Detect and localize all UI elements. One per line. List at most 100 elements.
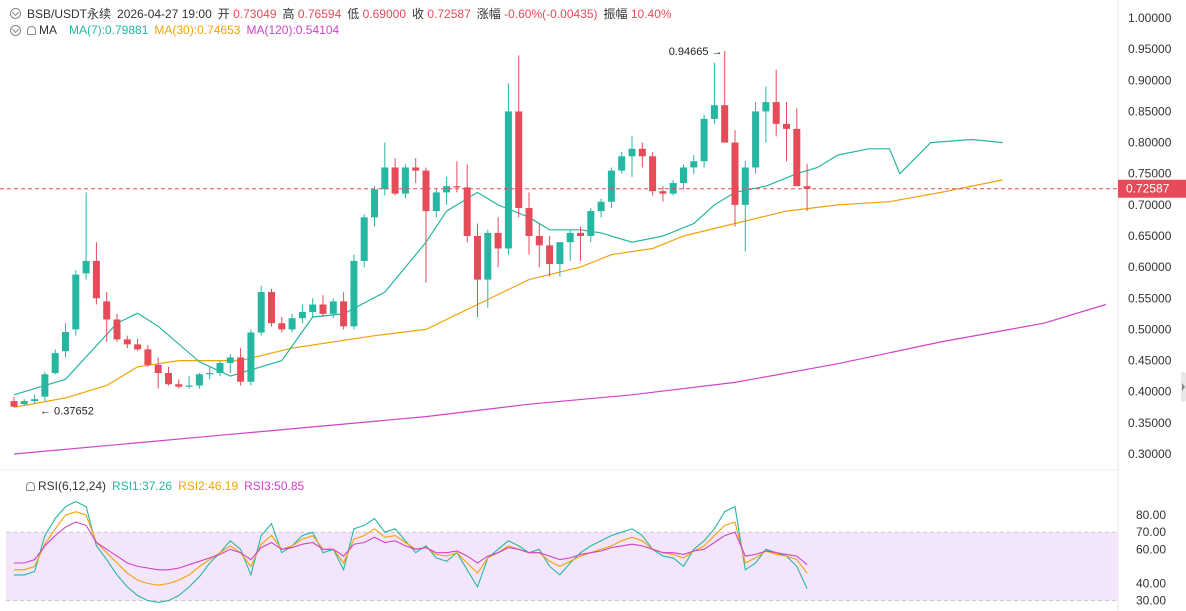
rsi3-legend: RSI3:50.85 [244,479,305,493]
candle-body [226,357,234,364]
candle-body [443,186,451,193]
candle-body [659,191,667,194]
ma120-path [13,303,1106,455]
open-label: 开 [217,7,230,21]
candle-body [793,128,801,187]
candle-body [10,401,18,407]
rsi1-path [14,500,808,603]
candle-body [113,319,121,340]
candle-body [741,167,749,205]
candle-body [257,292,265,333]
rsi2-path [14,511,808,586]
symbol-label[interactable]: BSB/USDT永续 [27,7,112,21]
candle-body [546,245,554,265]
rsi1-legend: RSI1:37.26 [112,479,173,493]
ohlc-header: BSB/USDT永续 2026-04-27 19:00 开 0.73049 高 … [10,5,672,22]
rsi-label[interactable]: RSI(6,12,24) [38,479,107,493]
candle-body [165,373,172,385]
close-label: 收 [412,7,425,21]
candle-body [772,102,780,124]
candle-body [319,304,327,314]
candle-body [195,374,203,386]
candle-body [453,186,461,188]
rsi-legend: RSI(6,12,24) RSI1:37.26 RSI2:46.19 RSI3:… [26,479,304,493]
candle-body [340,301,348,327]
price-tick-label: 0.60000 [1128,260,1172,274]
candles-group [10,51,811,408]
candle-body [649,156,657,192]
candle-body [268,292,275,324]
candle-body [309,304,317,312]
high-label: 高 [282,7,295,21]
candle-body [803,186,811,189]
candle-body [298,311,306,319]
current-price-line: 0.72587 [0,179,1186,198]
candle-body [134,344,142,350]
candle-body [92,260,100,299]
rsi-tick-label: 70.00 [1136,525,1166,539]
price-tick-label: 0.30000 [1128,447,1172,461]
candle-body [474,236,481,280]
candle-body [515,111,523,208]
price-tick-label: 0.35000 [1128,416,1172,430]
candle-body [31,399,39,402]
candle-body [577,232,584,236]
collapse-toggle-icon[interactable] [10,8,21,19]
candle-body [278,323,286,330]
candle-body [597,201,605,212]
candle-body [783,123,790,129]
candle-body [288,318,296,330]
candle-body [618,156,626,171]
candle-body [103,301,111,320]
high-value: 0.76594 [297,7,342,21]
ma-alert-icon[interactable] [27,25,36,35]
candle-body [628,148,636,157]
high-annotation: 0.94665 → [669,46,723,58]
price-tick-label: 0.85000 [1128,104,1172,118]
candle-body [62,331,69,352]
candle-body [484,232,492,280]
candle-body [350,260,358,327]
rsi2-legend: RSI2:46.19 [178,479,239,493]
rsi-band [6,532,1118,601]
annotations: 0.94665 → ← 0.37652 [40,46,723,417]
price-tick-label: 0.45000 [1128,354,1172,368]
amplitude-label: 振幅 [603,7,628,21]
ma-collapse-icon[interactable] [10,24,21,36]
candle-body [381,167,389,190]
rsi-tick-label: 30.00 [1136,594,1166,608]
ma30-legend: MA(30):0.74653 [154,23,241,37]
ma7-line [13,138,1003,396]
candle-body [144,349,152,365]
right-panel-handle[interactable] [1181,372,1186,402]
candle-body [329,301,337,314]
open-value: 0.73049 [233,7,277,21]
current-price-label: 0.72587 [1126,182,1170,196]
candle-body [20,401,28,405]
candle-body [391,167,399,194]
low-value: 0.69000 [362,7,407,21]
ma7-legend: MA(7):0.79881 [69,23,149,37]
candle-body [710,105,718,119]
candle-body [504,111,512,249]
candle-body [607,170,615,202]
price-tick-label: 0.50000 [1128,322,1172,336]
price-axis: 1.00000 0.95000 0.90000 0.85000 0.80000 0.750… [1128,11,1172,461]
candle-body [432,192,440,212]
ma120-legend: MA(120):0.54104 [246,23,340,37]
change-label: 涨幅 [476,7,501,21]
candle-body [587,211,595,236]
candle-body [185,385,193,387]
candle-body [41,374,49,397]
rsi-alert-icon[interactable] [26,481,35,491]
candle-body [371,189,378,218]
candle-body [206,373,214,375]
price-tick-label: 0.95000 [1128,42,1172,56]
candle-body [154,364,162,374]
low-annotation: ← 0.37652 [40,405,94,417]
candle-body [752,111,760,168]
ma-label[interactable]: MA [39,23,57,37]
ma120-line [13,303,1106,455]
candle-body [463,187,471,236]
